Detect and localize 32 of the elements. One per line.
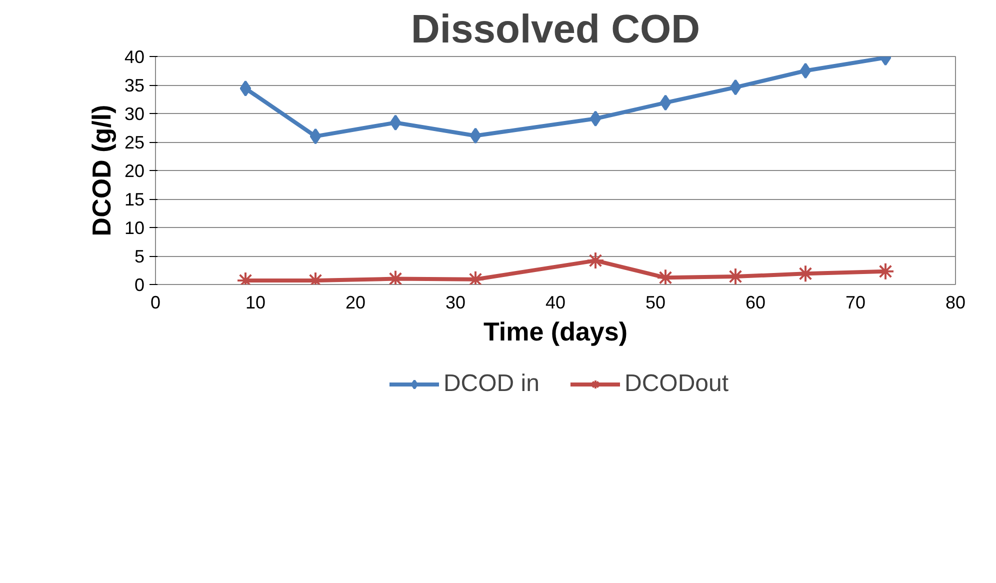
y-tick-label: 40 [124,47,145,67]
point [240,80,252,96]
x-tick-label: 0 [150,292,161,312]
chart-title: Dissolved COD [411,8,700,52]
x-tick-label: 30 [445,292,466,312]
y-tick-label: 20 [124,161,145,181]
x-tick-label: 10 [245,292,266,312]
y-tick-label: 15 [124,190,145,210]
x-tick-label: 20 [345,292,366,312]
point [730,79,742,96]
x-axis-title: Time (days) [483,316,628,346]
point [660,94,672,111]
x-tick-label: 60 [745,292,766,312]
x-tick-label: 40 [545,292,566,312]
point [590,110,602,127]
legend-label: DCOD in [443,370,540,398]
y-axis-title: DCOD (g/l) [86,104,116,236]
y-tick-label: 0 [134,275,145,295]
point [800,62,812,79]
legend-label: DCODout [624,370,729,398]
x-tick-label: 80 [945,292,966,312]
point [586,252,604,270]
point [390,114,402,131]
x-tick-label: 70 [845,292,866,312]
y-tick-label: 25 [124,132,145,152]
point [310,128,322,144]
x-tick-label: 50 [645,292,666,312]
point [470,128,482,144]
y-tick-label: 10 [124,218,145,238]
y-tick-label: 35 [124,76,145,96]
y-tick-label: 5 [134,246,145,266]
y-tick-label: 30 [124,104,145,124]
